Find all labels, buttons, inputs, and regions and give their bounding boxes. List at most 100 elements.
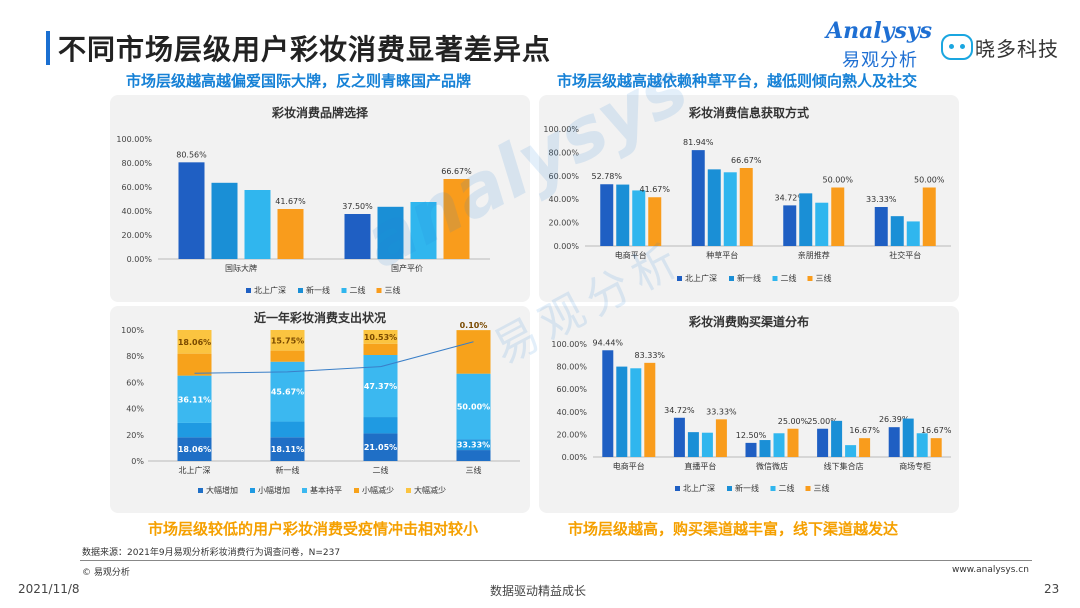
x-tick-label: 电商平台 xyxy=(615,250,647,260)
website: www.analysys.cn xyxy=(952,565,1029,575)
data-label: 50.00% xyxy=(914,176,945,185)
segment-label: 47.37% xyxy=(364,382,397,391)
segment-label: 18.11% xyxy=(271,445,304,454)
data-label: 83.33% xyxy=(635,351,666,360)
y-tick-label: 40.00% xyxy=(548,195,579,204)
bar-二线 xyxy=(916,433,928,457)
spending-chart: 近一年彩妆消费支出状况 0% 20% 40% 60% 80% 100% 18.06% 36.11… xyxy=(121,310,520,495)
legend-label: 三线 xyxy=(814,483,830,493)
data-source: 数据来源：2021年9月易观分析彩妆消费行为调查问卷，N=237 xyxy=(82,548,341,558)
bar-三线 xyxy=(739,167,753,246)
legend-label: 新一线 xyxy=(306,285,330,295)
bar-北上广深 xyxy=(178,162,205,259)
y-tick-label: 80.00% xyxy=(556,363,587,372)
y-tick-label: 0.00% xyxy=(554,242,580,251)
bar-北上广深 xyxy=(673,417,685,457)
stack-seg-大幅增加 xyxy=(270,437,305,461)
report-date: 2021/11/8 xyxy=(18,582,80,596)
bar-三线 xyxy=(787,428,799,457)
data-label: 25.00% xyxy=(778,417,809,426)
data-label: 34.72% xyxy=(774,193,805,202)
segment-label: 45.67% xyxy=(271,388,304,397)
bar-三线 xyxy=(648,197,662,246)
data-label: 94.44% xyxy=(593,338,624,347)
bar-新一线 xyxy=(211,182,238,259)
segment-label: 36.11% xyxy=(178,395,211,404)
legend-swatch xyxy=(406,488,411,493)
x-tick-label: 微信微店 xyxy=(756,461,788,471)
bar-新一线 xyxy=(759,440,771,457)
bar-三线 xyxy=(443,178,470,259)
stack-seg-大幅增加 xyxy=(363,433,398,461)
data-label: 41.67% xyxy=(275,197,306,206)
x-tick-label: 直播平台 xyxy=(684,461,716,471)
legend-swatch xyxy=(354,488,359,493)
bar-二线 xyxy=(244,190,271,259)
x-tick-label: 国际大牌 xyxy=(225,263,257,273)
stack-seg-基本持平 xyxy=(363,354,398,418)
panel-channel: 彩妆消费购买渠道分布 0.00% 20.00% 40.00% 60.00% 80.00% 1… xyxy=(539,306,959,513)
note-bottom-left: 市场层级较低的用户彩妆消费受疫情冲击相对较小 xyxy=(148,520,479,538)
bar-二线 xyxy=(701,432,713,457)
data-label: 25.00% xyxy=(807,417,838,426)
x-tick-label: 线下集合店 xyxy=(824,461,864,471)
legend-label: 大幅增加 xyxy=(206,485,238,495)
bar-二线 xyxy=(815,202,829,246)
xiaoduo-robot-icon xyxy=(941,34,973,60)
segment-label: 18.06% xyxy=(178,445,211,454)
footer-divider xyxy=(80,560,1032,561)
subtitle-left: 市场层级越高越偏爱国际大牌，反之则青睐国产品牌 xyxy=(126,72,472,90)
segment-label: 15.75% xyxy=(271,336,304,345)
bar-二线 xyxy=(632,190,646,246)
bar-三线 xyxy=(930,438,942,457)
data-label: 80.56% xyxy=(176,150,207,159)
x-tick-label: 种草平台 xyxy=(706,250,738,260)
xiaoduo-logo: 晓多科技 xyxy=(975,37,1059,61)
bar-二线 xyxy=(630,368,642,457)
x-tick-label: 电商平台 xyxy=(613,461,645,471)
segment-label: 33.33% xyxy=(457,441,490,450)
legend-swatch xyxy=(805,486,811,491)
legend-swatch xyxy=(677,276,682,281)
y-tick-label: 0% xyxy=(131,457,144,466)
copyright: © 易观分析 xyxy=(82,568,130,578)
stack-seg-大幅减少 xyxy=(177,330,212,354)
data-label: 41.67% xyxy=(639,185,670,194)
bar-二线 xyxy=(845,445,857,457)
bar-三线 xyxy=(715,419,727,457)
bar-二线 xyxy=(410,202,437,259)
legend-label: 小幅增加 xyxy=(258,485,290,495)
panel-info-source: 彩妆消费信息获取方式 0.00% 20.00% 40.00% 60.00% 80.00% 1… xyxy=(539,95,959,302)
bar-三线 xyxy=(644,362,656,457)
y-tick-label: 100.00% xyxy=(551,340,587,349)
legend-swatch xyxy=(302,488,307,493)
panel-brand-choice: 彩妆消费品牌选择 0.00% 20.00% 40.00% 60.00% 80.00% 100… xyxy=(110,95,530,302)
legend-swatch xyxy=(729,276,734,281)
stack-seg-小幅减少 xyxy=(456,330,491,374)
bar-新一线 xyxy=(687,432,699,457)
y-tick-label: 40.00% xyxy=(556,408,587,417)
bar-新一线 xyxy=(902,418,914,457)
x-tick-label: 社交平台 xyxy=(889,250,921,260)
x-tick-label: 新一线 xyxy=(276,465,300,475)
legend-swatch xyxy=(376,288,382,293)
segment-label: 0.10% xyxy=(460,321,488,330)
slogan: 数据驱动精益成长 xyxy=(490,584,587,598)
y-tick-label: 60.00% xyxy=(556,385,587,394)
page-number: 23 xyxy=(1044,582,1060,596)
x-tick-label: 商场专柜 xyxy=(899,461,931,471)
data-label: 16.67% xyxy=(849,426,880,435)
y-tick-label: 100.00% xyxy=(116,135,152,144)
data-label: 50.00% xyxy=(822,176,853,185)
bar-北上广深 xyxy=(691,150,705,246)
y-tick-label: 60.00% xyxy=(121,183,152,192)
data-label: 37.50% xyxy=(342,202,373,211)
data-label: 16.67% xyxy=(921,426,952,435)
chart-title: 彩妆消费信息获取方式 xyxy=(688,105,809,120)
legend-label: 二线 xyxy=(350,285,366,295)
data-label: 66.67% xyxy=(441,167,472,176)
segment-label: 10.53% xyxy=(364,333,397,342)
trend-line xyxy=(194,341,474,374)
stack-seg-大幅增加 xyxy=(177,437,212,461)
stack-seg-大幅减少 xyxy=(363,330,398,344)
